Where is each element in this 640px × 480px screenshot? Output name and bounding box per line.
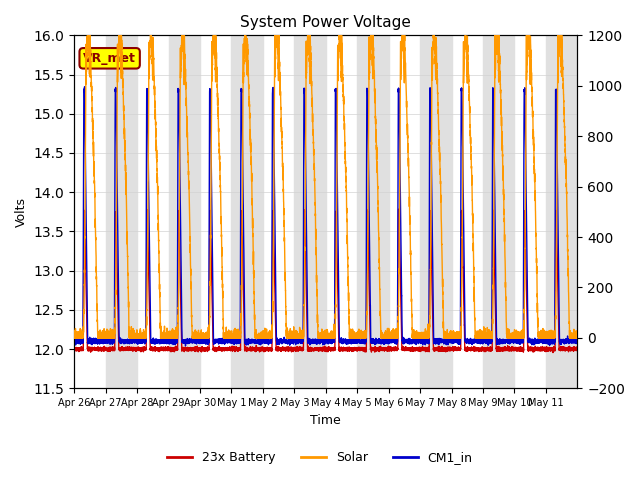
Legend: 23x Battery, Solar, CM1_in: 23x Battery, Solar, CM1_in (163, 446, 477, 469)
Y-axis label: Volts: Volts (15, 197, 28, 227)
X-axis label: Time: Time (310, 414, 341, 427)
Bar (232, 36, 263, 388)
Text: VR_met: VR_met (83, 52, 136, 65)
Bar (357, 36, 388, 388)
Bar (483, 36, 515, 388)
Bar (420, 36, 452, 388)
Bar (294, 36, 326, 388)
Title: System Power Voltage: System Power Voltage (241, 15, 412, 30)
Bar (546, 36, 577, 388)
Bar (168, 36, 200, 388)
Bar (106, 36, 137, 388)
